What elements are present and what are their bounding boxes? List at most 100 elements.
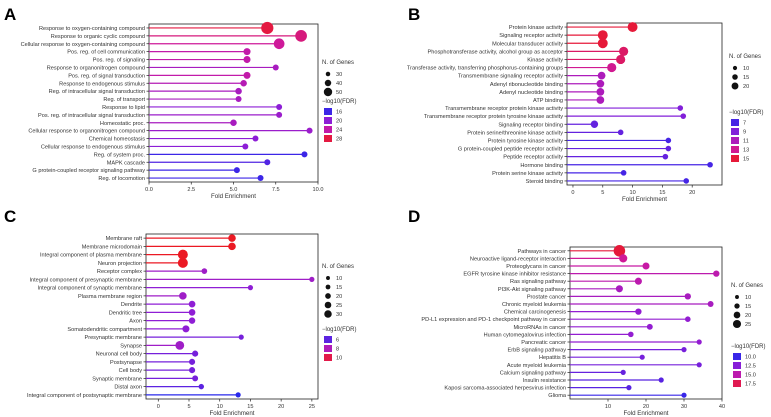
color-legend-title: −log10(FDR) xyxy=(322,327,357,333)
lollipop-dot xyxy=(235,87,242,95)
color-legend-label: 28 xyxy=(336,137,342,143)
lollipop-dot xyxy=(272,64,279,71)
category-label: MAPK cascade xyxy=(107,160,145,166)
size-legend-dot xyxy=(325,293,331,299)
category-label: Pos. reg. of signal transduction xyxy=(68,73,145,79)
lollipop-dot xyxy=(607,62,617,73)
size-legend-label: 10 xyxy=(336,276,342,282)
lollipop-dot xyxy=(596,79,605,88)
color-legend-label: 20 xyxy=(336,119,342,125)
lollipop-dot xyxy=(696,362,702,368)
size-legend-title: N. of Genes xyxy=(322,60,354,66)
category-label: Glioma xyxy=(548,393,567,399)
lollipop-dot xyxy=(192,375,199,382)
color-legend-label: 6 xyxy=(336,338,339,344)
size-legend-dot xyxy=(732,319,742,329)
panel-letter: C xyxy=(4,207,16,226)
lollipop-dot xyxy=(235,96,242,103)
lollipop-dot xyxy=(276,103,283,110)
size-legend-title: N. of Genes xyxy=(322,264,354,270)
size-legend-dot xyxy=(323,87,333,97)
category-label: Human cytomegalovirus infection xyxy=(484,332,566,338)
lollipop-dot xyxy=(192,350,199,357)
category-label: Response to oxygen-containing compound xyxy=(39,26,145,32)
category-label: Pathways in cancer xyxy=(517,249,566,255)
category-label: Protein serine kinase activity xyxy=(492,171,563,177)
x-tick-label: 20 xyxy=(643,404,649,410)
lollipop-dot xyxy=(646,323,653,330)
x-tick-label: 10.0 xyxy=(313,187,324,193)
category-label: Response to endogenous stimulus xyxy=(59,81,145,87)
category-label: Molecular transducer activity xyxy=(492,41,563,47)
category-label: Pos. reg. of cell communication xyxy=(67,50,145,56)
category-label: Reg. of locomotion xyxy=(98,176,145,182)
x-tick-label: 0 xyxy=(571,190,574,196)
category-label: Protein kinase activity xyxy=(509,25,563,31)
lollipop-dot xyxy=(243,71,251,79)
lollipop-dot xyxy=(228,234,236,242)
lollipop-dot xyxy=(634,277,642,285)
category-label: Axon xyxy=(129,319,142,325)
color-legend-swatch xyxy=(324,108,332,115)
size-legend-dot xyxy=(735,295,739,299)
lollipop-dot xyxy=(273,38,285,50)
color-legend-swatch xyxy=(733,371,741,378)
category-label: Protein serine/threonine kinase activity xyxy=(467,130,563,136)
lollipop-dot xyxy=(306,127,313,134)
color-legend-swatch xyxy=(731,137,739,144)
color-legend-label: 13 xyxy=(743,148,749,154)
color-legend-swatch xyxy=(731,155,739,162)
category-label: Dendritic tree xyxy=(109,310,142,316)
lollipop-dot xyxy=(680,113,687,119)
size-legend-label: 15 xyxy=(743,75,749,81)
category-label: Reg. of intracellular signal transductio… xyxy=(49,89,145,95)
x-tick-label: 10 xyxy=(605,404,611,410)
color-legend-swatch xyxy=(324,135,332,142)
lollipop-dot xyxy=(276,111,283,118)
x-tick-label: 0.0 xyxy=(145,187,153,193)
category-label: Reg. of system proc. xyxy=(94,152,146,158)
lollipop-dot xyxy=(597,30,608,41)
panel-letter: B xyxy=(408,5,420,24)
lollipop-dot xyxy=(264,159,271,166)
x-tick-label: 2.5 xyxy=(187,187,195,193)
category-label: Chemical homeostasis xyxy=(89,137,145,143)
lollipop-dot xyxy=(619,46,629,56)
color-legend-label: 17.5 xyxy=(745,382,756,388)
lollipop-dot xyxy=(240,79,247,87)
category-label: Neuron projection xyxy=(98,261,142,267)
size-legend-label: 15 xyxy=(745,304,751,310)
category-label: Presynaptic membrane xyxy=(84,335,142,341)
x-tick-label: 5.0 xyxy=(230,187,238,193)
lollipop-dot xyxy=(242,143,249,150)
x-tick-label: 30 xyxy=(681,404,687,410)
lollipop-dot xyxy=(301,151,308,158)
x-tick-label: 40 xyxy=(719,404,725,410)
color-legend-swatch xyxy=(324,126,332,133)
category-label: G protein-coupled receptor signaling pat… xyxy=(32,168,145,174)
size-legend-label: 50 xyxy=(336,90,342,96)
lollipop-dot xyxy=(635,308,642,315)
category-label: Response to lipid xyxy=(102,105,145,111)
lollipop-dot xyxy=(685,316,691,322)
size-legend-dot xyxy=(324,310,332,318)
category-label: Receptor complex xyxy=(97,269,142,275)
x-tick-label: 5 xyxy=(187,404,190,410)
category-label: Phosphotransferase activity, alcohol gro… xyxy=(428,49,564,55)
category-label: Homeostatic proc. xyxy=(100,121,146,127)
color-legend-swatch xyxy=(324,345,332,352)
lollipop-dot xyxy=(696,339,702,345)
lollipop-dot xyxy=(626,385,632,391)
color-legend-label: 15.0 xyxy=(745,373,756,379)
x-axis-title: Fold Enrichment xyxy=(209,410,254,417)
size-legend-dot xyxy=(734,303,740,309)
x-tick-label: 25 xyxy=(309,404,315,410)
lollipop-dot xyxy=(238,334,244,340)
category-label: Integral component of plasma membrane xyxy=(40,253,142,259)
lollipop-dot xyxy=(597,38,608,49)
color-legend-label: 16 xyxy=(336,110,342,116)
category-label: Transmembrane receptor protein kinase ac… xyxy=(445,106,563,112)
color-legend-swatch xyxy=(324,354,332,361)
category-label: Proteoglycans in cancer xyxy=(506,264,566,270)
category-label: Integral component of synaptic membrane xyxy=(38,286,142,292)
